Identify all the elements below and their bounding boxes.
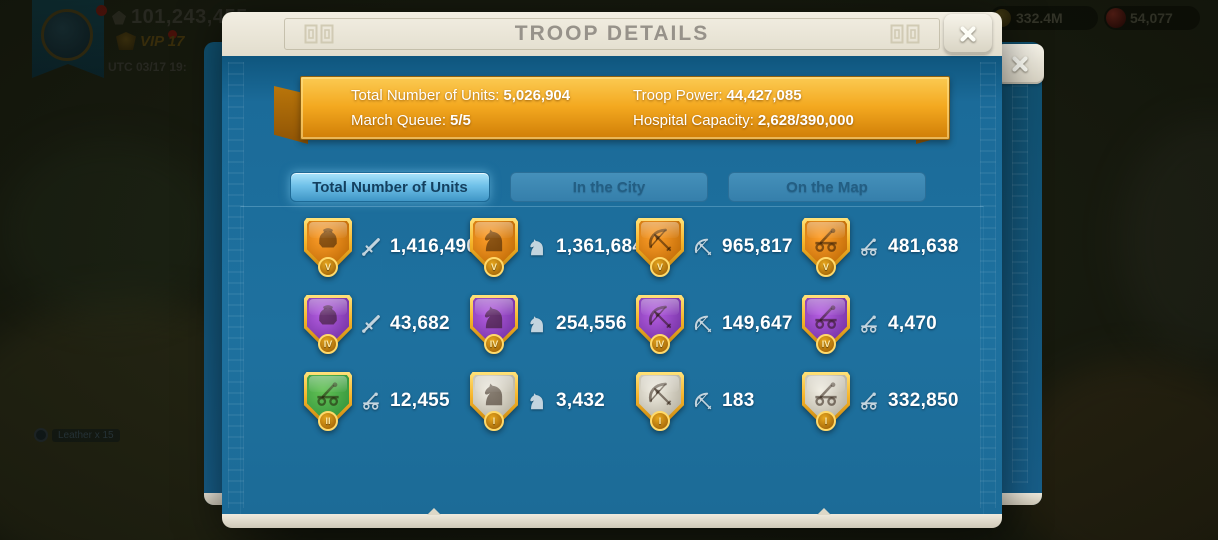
troop-cell: IV 254,556: [452, 285, 626, 362]
tier-badge: I: [650, 410, 670, 431]
troop-count: 254,556: [556, 312, 627, 334]
troop-count: 3,432: [556, 389, 606, 411]
troop-count: 183: [722, 389, 755, 411]
troop-badge[interactable]: V: [636, 217, 684, 277]
page-title: TROOP DETAILS: [514, 22, 710, 45]
badge-gloss: [475, 221, 513, 238]
badge-gloss: [309, 375, 347, 392]
meander-ornament: [228, 62, 244, 508]
siege-icon: [360, 390, 382, 412]
tier-badge: I: [484, 410, 504, 431]
cavalry-icon: [526, 236, 548, 258]
siege-icon: [858, 390, 880, 412]
tier-badge: IV: [816, 333, 836, 354]
troop-cell: V 1,416,490: [286, 208, 477, 285]
greek-key-icon: [890, 24, 920, 44]
troop-cell: V 965,817: [618, 208, 792, 285]
tier-badge: IV: [650, 333, 670, 354]
badge-gloss: [475, 375, 513, 392]
tier-badge: V: [816, 256, 836, 277]
tab-total-number-of-units[interactable]: Total Number of Units: [290, 172, 490, 202]
troop-cell: V 1,361,684: [452, 208, 643, 285]
troop-badge[interactable]: V: [470, 217, 518, 277]
cavalry-icon: [526, 313, 548, 335]
archer-icon: [692, 313, 714, 335]
tier-badge: IV: [484, 333, 504, 354]
siege-icon: [858, 313, 880, 335]
stat-march-queue: March Queue: 5/5: [351, 112, 471, 129]
troop-count: 4,470: [888, 312, 938, 334]
troop-badge[interactable]: IV: [304, 294, 352, 354]
troop-badge[interactable]: I: [470, 371, 518, 431]
meander-ornament: [980, 62, 996, 508]
troop-badge[interactable]: V: [304, 217, 352, 277]
troop-count: 965,817: [722, 235, 793, 257]
badge-gloss: [807, 375, 845, 392]
close-button[interactable]: [944, 14, 992, 54]
troop-count: 1,361,684: [556, 235, 644, 257]
dialog-footer: [222, 508, 1002, 528]
badge-gloss: [807, 221, 845, 238]
troop-count: 1,416,490: [390, 235, 478, 257]
troop-count: 332,850: [888, 389, 959, 411]
troop-cell: II 12,455: [286, 362, 452, 439]
troop-details-dialog: TROOP DETAILS Total Number of Units: 5,02…: [222, 12, 1002, 528]
content-panel: [240, 206, 984, 514]
tab-on-the-map[interactable]: On the Map: [728, 172, 926, 202]
stat-hospital-capacity: Hospital Capacity: 2,628/390,000: [633, 112, 854, 129]
troop-grid: V 1,416,490 V 1,361,684 V 965,817: [286, 208, 958, 442]
troop-badge[interactable]: V: [802, 217, 850, 277]
badge-gloss: [475, 298, 513, 315]
tab-in-the-city[interactable]: In the City: [510, 172, 708, 202]
tier-badge: V: [318, 256, 338, 277]
cavalry-icon: [526, 390, 548, 412]
stat-total-units: Total Number of Units: 5,026,904: [351, 87, 571, 104]
background-dialog-close-button[interactable]: [996, 44, 1044, 84]
badge-gloss: [309, 221, 347, 238]
dialog-header: TROOP DETAILS: [222, 12, 1002, 56]
close-icon: [960, 26, 976, 42]
troop-count: 481,638: [888, 235, 959, 257]
tier-badge: V: [484, 256, 504, 277]
infantry-icon: [360, 236, 382, 258]
troop-badge[interactable]: I: [802, 371, 850, 431]
badge-gloss: [641, 298, 679, 315]
troop-badge[interactable]: IV: [636, 294, 684, 354]
troop-badge[interactable]: IV: [802, 294, 850, 354]
footer-notch: [427, 508, 441, 515]
archer-icon: [692, 390, 714, 412]
troop-cell: I 3,432: [452, 362, 618, 439]
troop-badge[interactable]: I: [636, 371, 684, 431]
siege-icon: [858, 236, 880, 258]
troop-cell: IV 43,682: [286, 285, 452, 362]
greek-key-icon: [304, 24, 334, 44]
troop-cell: IV 4,470: [784, 285, 950, 362]
tier-badge: I: [816, 410, 836, 431]
tier-badge: V: [650, 256, 670, 277]
troop-count: 43,682: [390, 312, 450, 334]
troop-cell: I 332,850: [784, 362, 958, 439]
troop-cell: V 481,638: [784, 208, 958, 285]
troop-count: 149,647: [722, 312, 793, 334]
badge-gloss: [807, 298, 845, 315]
badge-gloss: [641, 375, 679, 392]
troop-count: 12,455: [390, 389, 450, 411]
stat-troop-power: Troop Power: 44,427,085: [633, 87, 802, 104]
infantry-icon: [360, 313, 382, 335]
archer-icon: [692, 236, 714, 258]
tier-badge: IV: [318, 333, 338, 354]
troop-cell: IV 149,647: [618, 285, 792, 362]
footer-notch: [817, 508, 831, 515]
tier-badge: II: [318, 410, 338, 431]
close-icon: [1012, 56, 1028, 72]
header-inset: [284, 18, 940, 50]
troop-badge[interactable]: II: [304, 371, 352, 431]
troop-badge[interactable]: IV: [470, 294, 518, 354]
badge-gloss: [641, 221, 679, 238]
meander-ornament: [1012, 52, 1028, 483]
badge-gloss: [309, 298, 347, 315]
troop-cell: I 183: [618, 362, 784, 439]
stats-banner: Total Number of Units: 5,026,904 Troop Po…: [300, 76, 950, 140]
